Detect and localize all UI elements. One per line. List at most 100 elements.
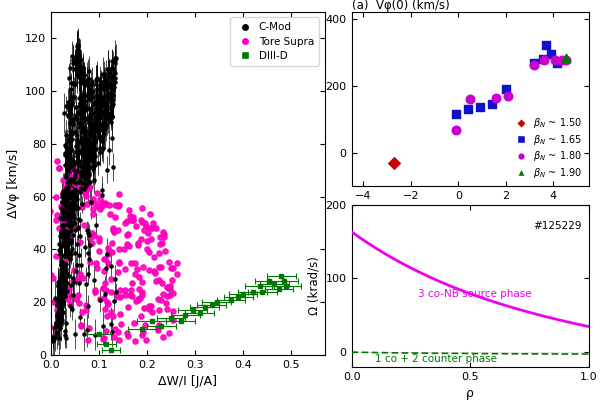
Point	[123, 304, 133, 310]
Point	[79, 222, 88, 229]
Point	[108, 164, 117, 170]
Point	[101, 264, 111, 271]
Point	[59, 226, 69, 233]
Point	[137, 332, 147, 338]
Point	[108, 73, 118, 79]
Point	[53, 302, 63, 308]
Point	[69, 274, 78, 281]
Point	[77, 147, 87, 154]
Point	[81, 188, 90, 194]
Point	[61, 223, 71, 230]
Point	[115, 294, 125, 300]
Point	[91, 98, 101, 105]
Point	[62, 145, 72, 152]
Point	[99, 103, 109, 109]
Point	[103, 91, 112, 98]
Point	[130, 338, 139, 344]
Point	[99, 268, 109, 275]
Point	[85, 76, 94, 82]
Point	[56, 302, 66, 309]
Point	[99, 323, 108, 330]
Point	[99, 74, 109, 81]
Point	[63, 203, 73, 209]
Point	[88, 140, 97, 146]
Point	[100, 280, 109, 286]
Legend: C-Mod, Tore Supra, DIII-D: C-Mod, Tore Supra, DIII-D	[230, 17, 319, 66]
Point	[81, 307, 91, 314]
Point	[85, 67, 94, 74]
Point	[130, 298, 140, 304]
Point	[83, 138, 93, 144]
Point	[57, 291, 67, 298]
Point	[114, 260, 124, 267]
Point	[69, 192, 78, 199]
Point	[70, 159, 79, 165]
Point	[154, 322, 163, 328]
Point	[106, 74, 116, 80]
Point	[50, 324, 60, 330]
Point	[106, 86, 115, 92]
Point	[58, 310, 67, 317]
Point	[97, 138, 107, 144]
Point	[59, 231, 69, 238]
Point	[106, 90, 115, 97]
Point	[79, 163, 88, 170]
Point	[106, 96, 115, 102]
Point	[151, 225, 161, 231]
Point	[67, 245, 77, 252]
Point	[144, 230, 153, 237]
Point	[85, 152, 94, 158]
Point	[72, 195, 82, 202]
Point	[106, 309, 116, 315]
Point	[68, 162, 78, 169]
Point	[91, 99, 101, 106]
Point	[71, 55, 81, 61]
Point	[68, 158, 78, 164]
Point	[142, 337, 151, 343]
Point	[72, 192, 81, 199]
Point	[68, 178, 78, 184]
Point	[147, 309, 157, 316]
Point	[121, 265, 130, 272]
Point	[147, 225, 157, 231]
Point	[59, 283, 69, 290]
Point	[64, 106, 73, 113]
Point	[126, 260, 135, 266]
Point	[64, 242, 73, 249]
Point	[160, 248, 170, 254]
Point	[78, 139, 88, 145]
Point	[76, 108, 85, 115]
Point	[58, 188, 68, 194]
Point	[75, 189, 85, 195]
Point	[73, 277, 83, 284]
Point	[538, 56, 548, 62]
Point	[70, 59, 80, 65]
Point	[86, 233, 96, 240]
Point	[155, 241, 165, 248]
Point	[145, 211, 154, 217]
Point	[65, 104, 75, 110]
Point	[122, 241, 132, 247]
Point	[72, 152, 82, 159]
Point	[151, 278, 160, 284]
Point	[70, 192, 79, 198]
Point	[99, 120, 108, 127]
Point	[84, 170, 94, 176]
Point	[68, 188, 78, 194]
Point	[114, 337, 124, 343]
Point	[57, 317, 67, 324]
Point	[79, 331, 88, 338]
Point	[72, 71, 82, 78]
Point	[83, 180, 93, 186]
Point	[88, 154, 98, 160]
Point	[64, 223, 73, 229]
Point	[146, 236, 156, 242]
Point	[79, 185, 88, 192]
Point	[137, 219, 147, 225]
Point	[60, 332, 70, 338]
Point	[84, 96, 94, 102]
Point	[57, 273, 67, 280]
Point	[115, 287, 124, 293]
Point	[79, 143, 89, 149]
Point	[69, 57, 78, 63]
